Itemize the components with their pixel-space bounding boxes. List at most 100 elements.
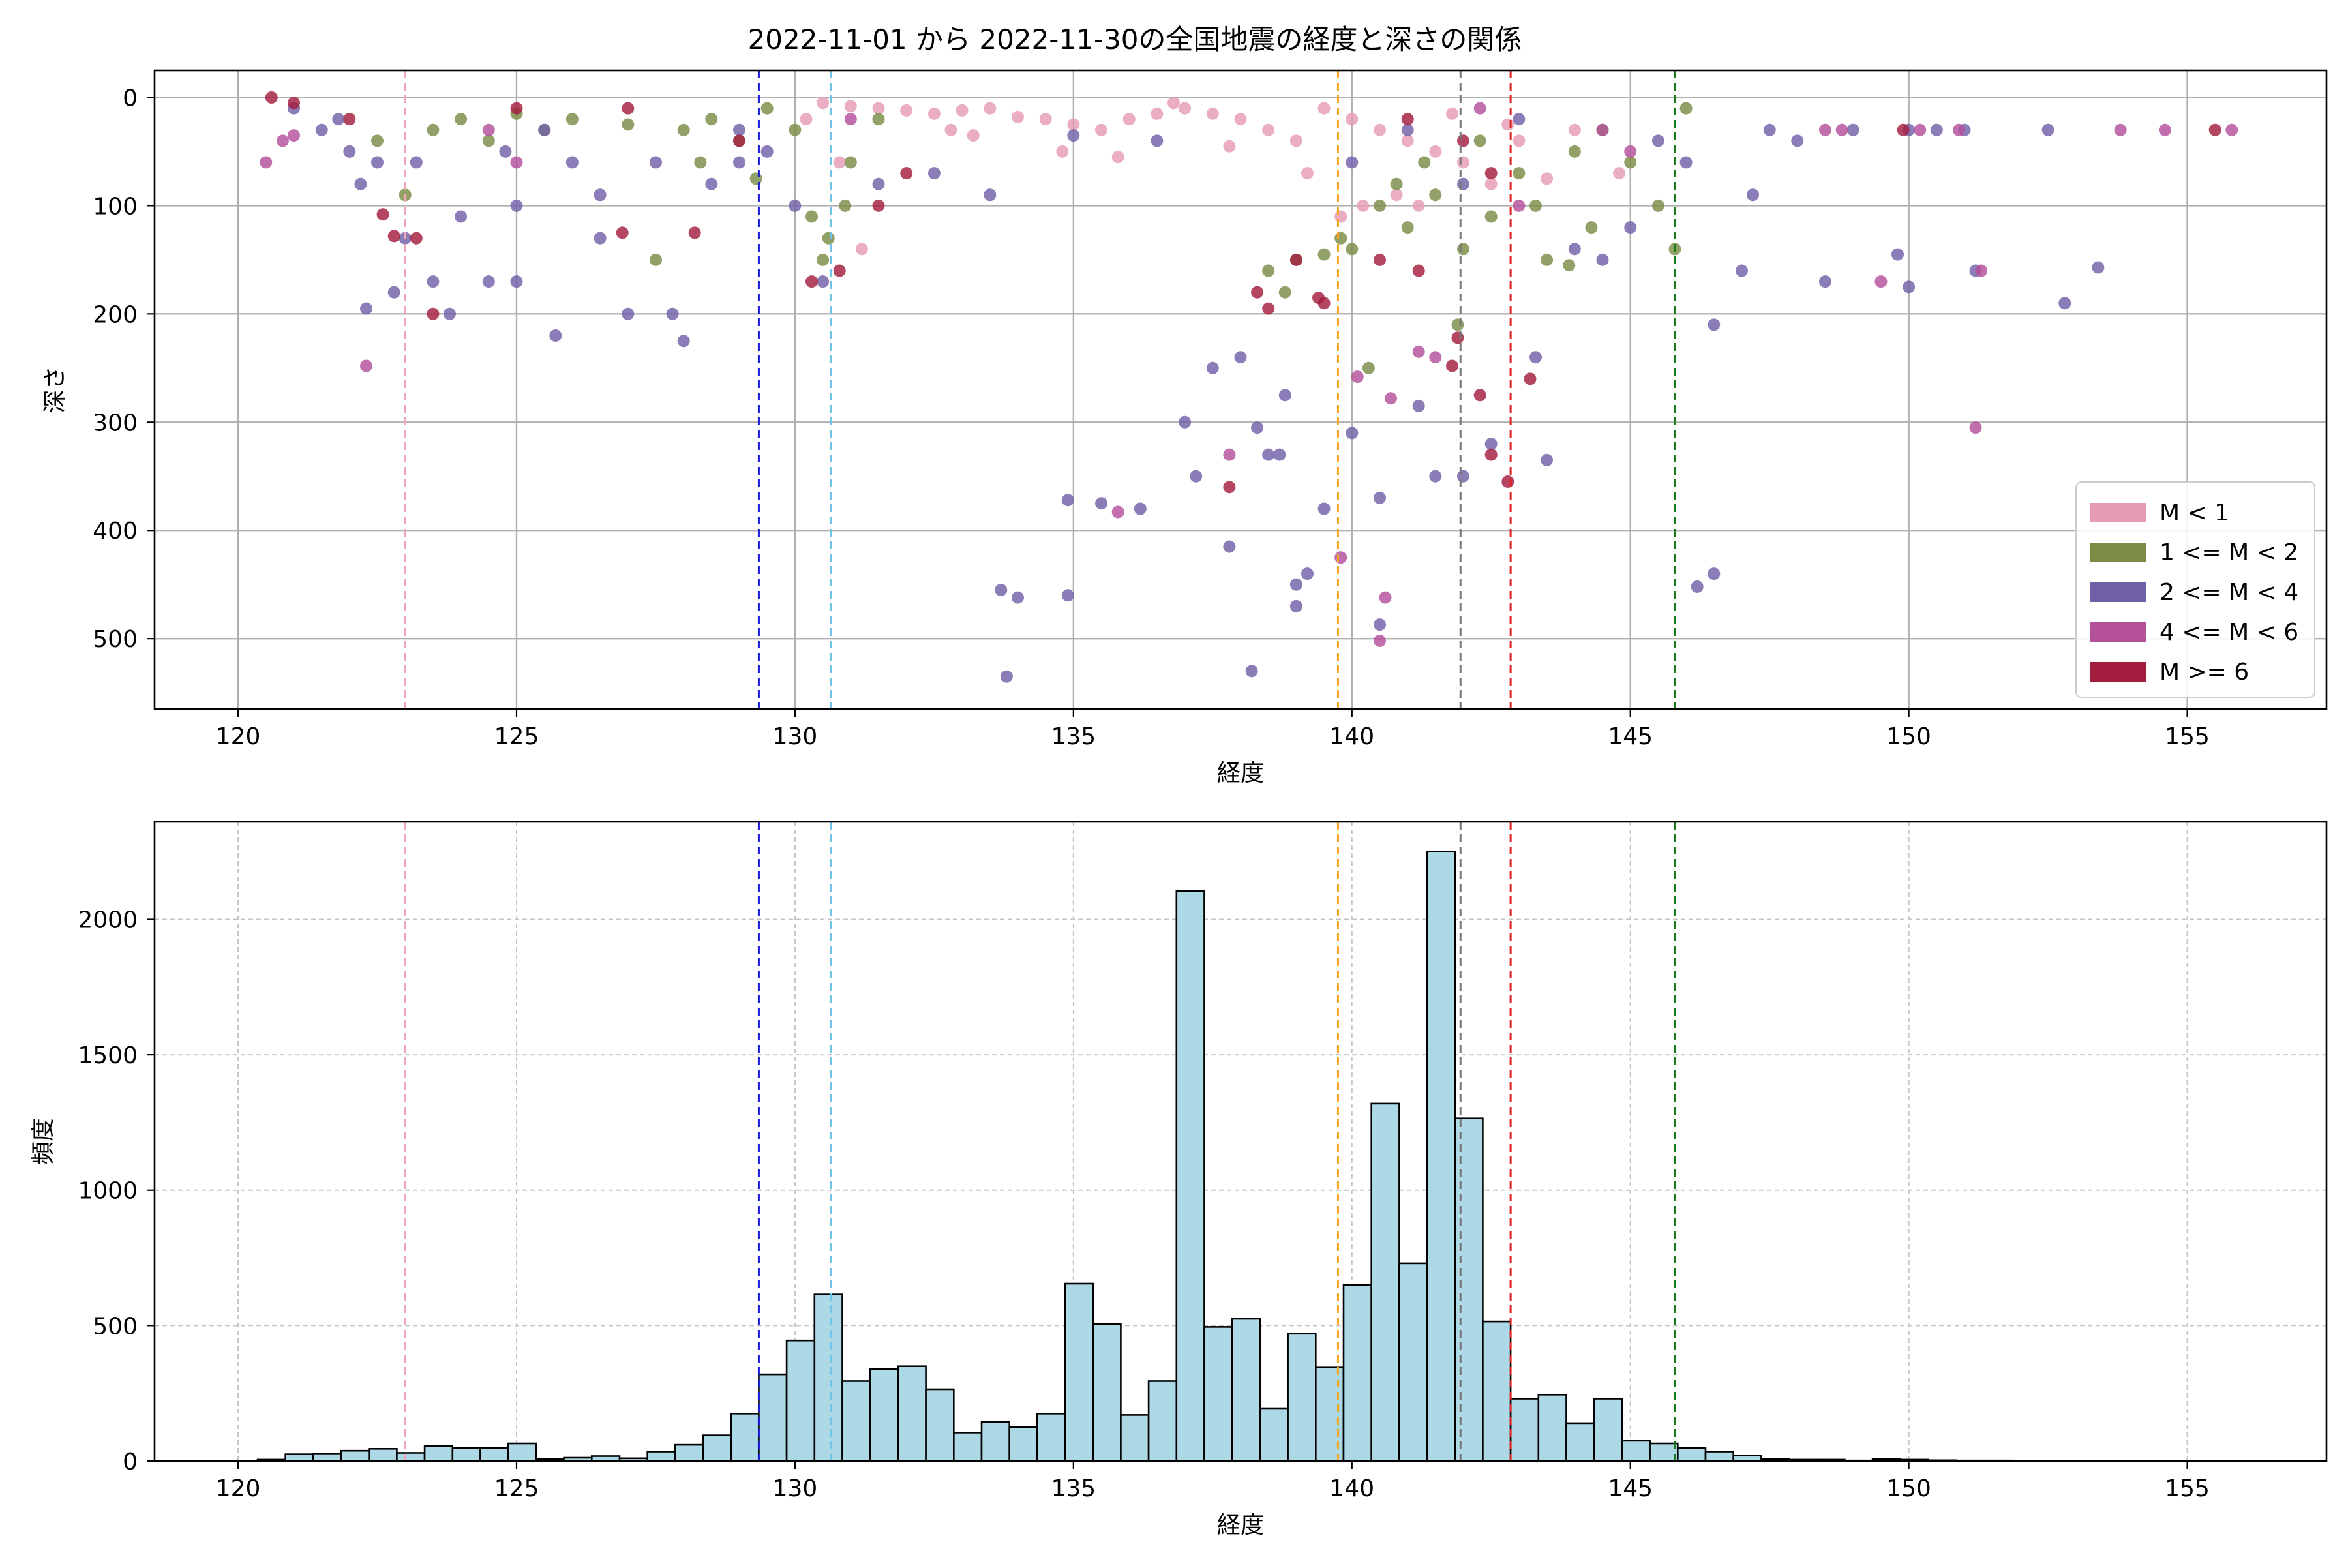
- x-tick-label: 135: [1051, 1475, 1096, 1502]
- scatter-point: [483, 124, 495, 136]
- scatter-point: [1457, 243, 1469, 255]
- scatter-point: [511, 275, 523, 288]
- scatter-point: [1541, 254, 1553, 266]
- scatter-point: [817, 275, 829, 288]
- scatter-point: [1301, 167, 1314, 179]
- x-tick-label: 130: [773, 723, 818, 750]
- scatter-point: [928, 167, 941, 179]
- scatter-point: [1112, 506, 1124, 519]
- scatter-point: [1357, 200, 1369, 212]
- scatter-point: [1290, 134, 1302, 147]
- legend-label: M >= 6: [2160, 659, 2249, 686]
- histogram-bar: [1594, 1399, 1622, 1462]
- histogram-bar: [870, 1369, 898, 1461]
- scatter-point: [499, 145, 511, 158]
- scatter-point: [1346, 157, 1358, 169]
- histogram-bar: [1288, 1334, 1316, 1461]
- scatter-point: [1318, 102, 1331, 115]
- scatter-point: [427, 275, 439, 288]
- scatter-point: [1134, 503, 1147, 515]
- x-tick-label: 155: [2165, 1475, 2210, 1502]
- histogram-bar: [703, 1436, 731, 1461]
- scatter-point: [1334, 232, 1347, 245]
- histogram-bar: [1037, 1413, 1065, 1461]
- scatter-point: [483, 134, 495, 147]
- scatter-point: [678, 124, 690, 136]
- scatter-point: [1652, 134, 1664, 147]
- scatter-point: [1179, 416, 1191, 429]
- scatter-point: [1290, 579, 1302, 591]
- scatter-point: [1223, 481, 1235, 493]
- scatter-point: [761, 102, 774, 115]
- scatter-point: [1001, 671, 1013, 683]
- scatter-point: [1067, 129, 1079, 142]
- scatter-point: [1791, 134, 1803, 147]
- scatter-point: [1207, 108, 1219, 120]
- scatter-point: [427, 308, 439, 320]
- scatter-point: [1736, 265, 1748, 277]
- x-axis-label: 経度: [1217, 1512, 1264, 1539]
- scatter-point: [805, 211, 818, 223]
- y-tick-label: 300: [93, 410, 138, 436]
- scatter-point: [1457, 178, 1469, 190]
- scatter-point: [1374, 618, 1386, 631]
- scatter-point: [2209, 124, 2221, 136]
- scatter-point: [360, 303, 372, 315]
- x-tick-label: 140: [1329, 723, 1374, 750]
- scatter-point: [945, 124, 957, 136]
- legend-swatch: [2090, 662, 2146, 682]
- scatter-point: [616, 226, 629, 239]
- y-tick-label: 500: [93, 626, 138, 653]
- series-group: [265, 91, 2221, 493]
- y-tick-label: 100: [93, 193, 138, 220]
- x-tick-label: 150: [1886, 723, 1931, 750]
- histogram-bar: [1010, 1427, 1038, 1461]
- scatter-point: [1541, 454, 1553, 466]
- scatter-point: [1975, 265, 1987, 277]
- scatter-point: [817, 254, 829, 266]
- histogram-bar: [1483, 1321, 1511, 1461]
- scatter-point: [1351, 370, 1364, 383]
- histogram-bar: [481, 1448, 509, 1461]
- scatter-point: [873, 102, 885, 115]
- scatter-point: [1251, 421, 1263, 434]
- scatter-point: [1513, 167, 1525, 179]
- scatter-point: [371, 134, 384, 147]
- scatter-point: [1167, 97, 1180, 109]
- histogram-bar: [1706, 1452, 1734, 1462]
- histogram-bar: [1678, 1448, 1706, 1461]
- legend-swatch: [2090, 582, 2146, 602]
- scatter-point: [1485, 449, 1498, 461]
- scatter-point: [1897, 124, 1910, 136]
- histogram-bar: [843, 1381, 871, 1462]
- histogram-bar: [926, 1389, 954, 1461]
- scatter-point: [1624, 157, 1636, 169]
- scatter-point: [622, 308, 634, 320]
- scatter-point: [1874, 275, 1887, 288]
- scatter-point: [1914, 124, 1926, 136]
- scatter-point: [1847, 124, 1859, 136]
- scatter-point: [1569, 124, 1581, 136]
- scatter-point: [1836, 124, 1848, 136]
- histogram-bar: [759, 1374, 787, 1461]
- scatter-point: [845, 157, 857, 169]
- scatter-point: [1708, 318, 1720, 331]
- scatter-point: [1346, 113, 1358, 125]
- scatter-point: [1346, 427, 1358, 439]
- scatter-point: [1273, 449, 1286, 461]
- scatter-point: [1529, 351, 1542, 363]
- scatter-point: [1585, 221, 1597, 234]
- y-tick-label: 1000: [78, 1178, 138, 1205]
- scatter-point: [900, 167, 912, 179]
- scatter-point: [1457, 134, 1469, 147]
- scatter-point: [1391, 188, 1403, 201]
- scatter-point: [1569, 243, 1581, 255]
- scatter-point: [2225, 124, 2238, 136]
- scatter-point: [288, 129, 300, 142]
- scatter-point: [1429, 145, 1441, 158]
- scatter-point: [2115, 124, 2127, 136]
- x-tick-label: 120: [216, 1475, 261, 1502]
- scatter-point: [873, 200, 885, 212]
